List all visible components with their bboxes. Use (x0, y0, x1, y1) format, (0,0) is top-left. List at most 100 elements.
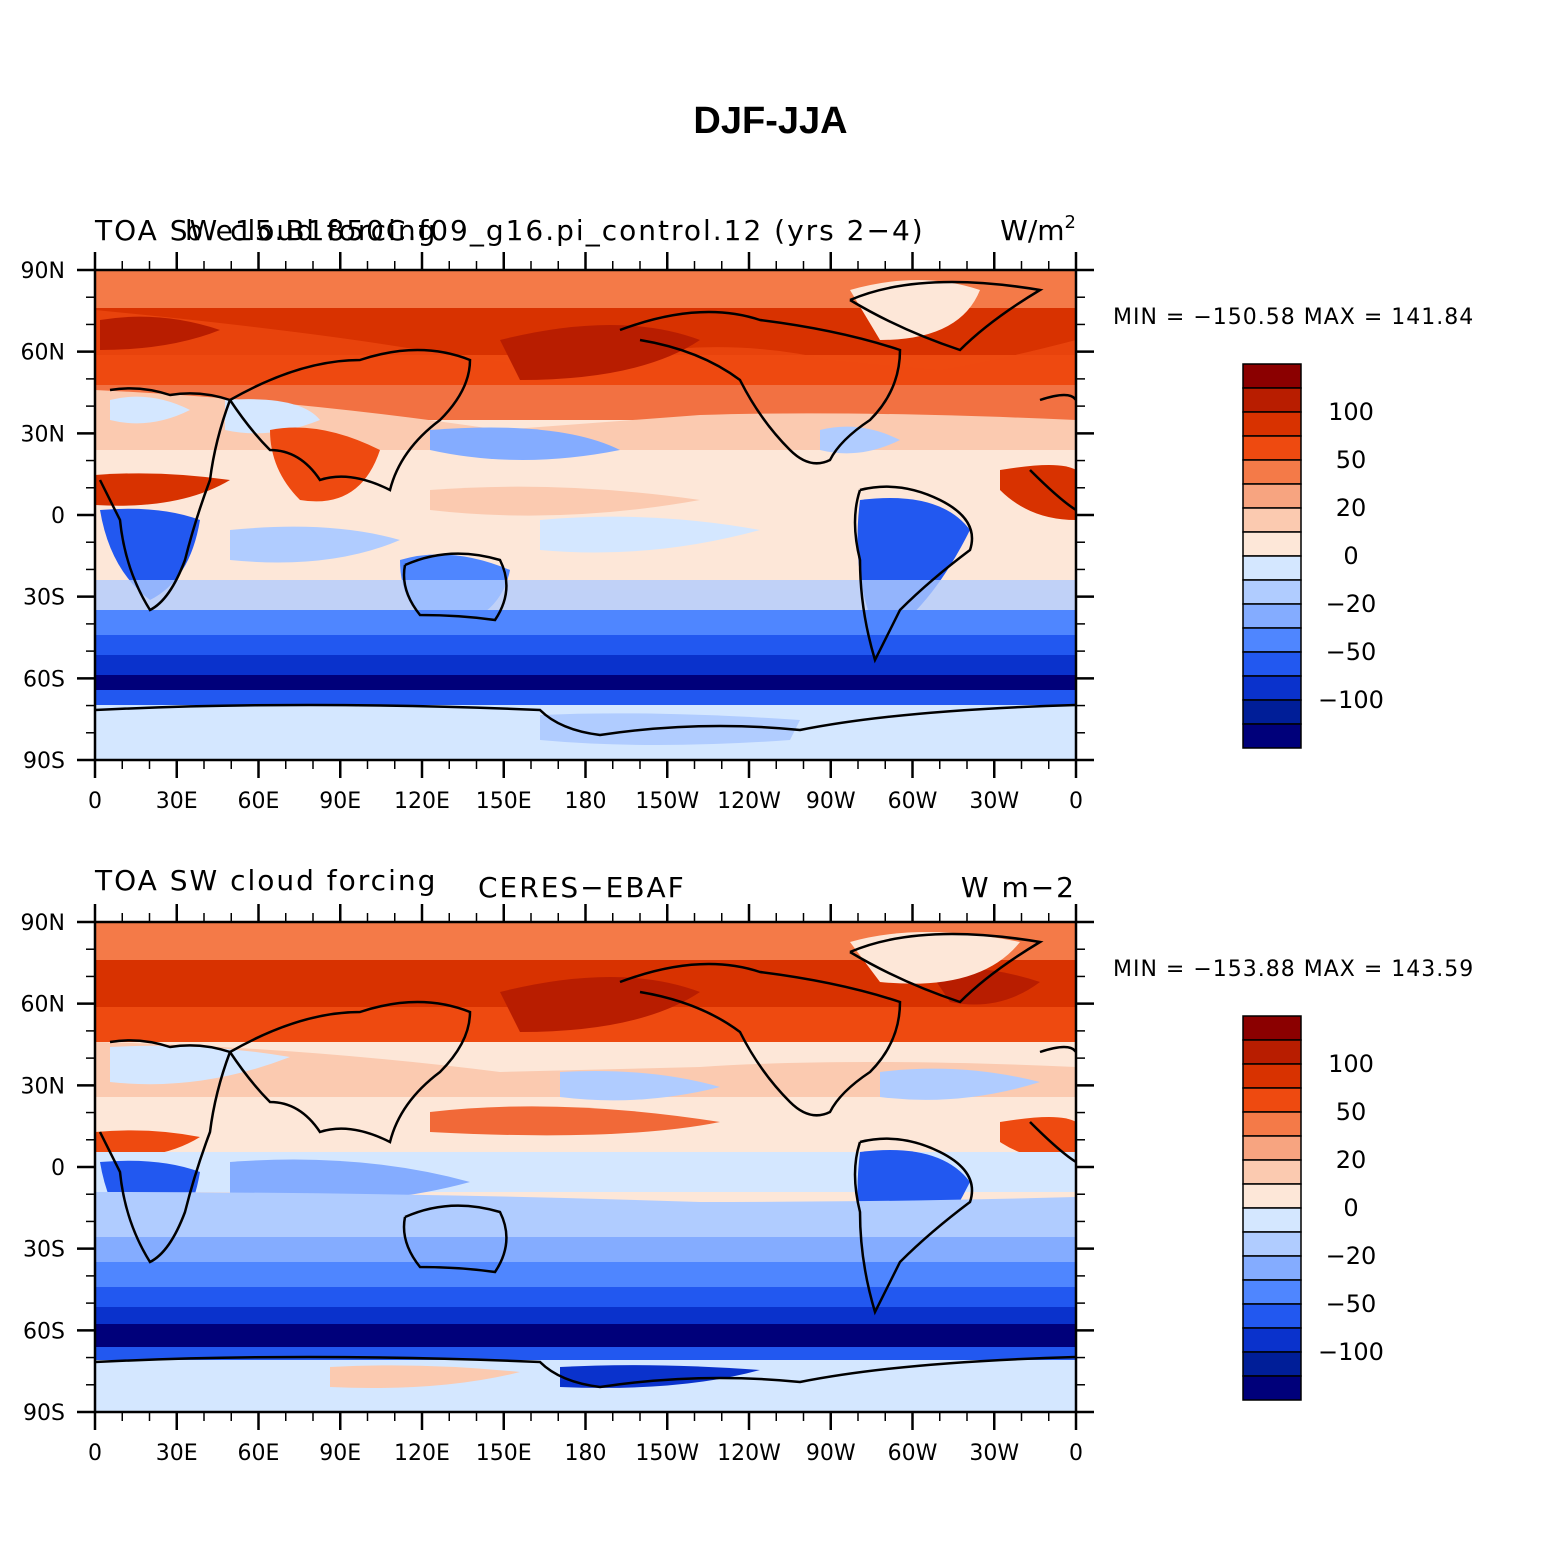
colorbar-label: 0 (1343, 1194, 1358, 1222)
panel-units-base: W/m (1000, 214, 1064, 247)
map-field (95, 922, 1076, 1412)
colorbar-label: 0 (1343, 542, 1358, 570)
colorbar-swatch (1242, 1039, 1302, 1065)
colorbar-swatch (1242, 1183, 1302, 1209)
panel-left-title: TOA SW cloud forcing (94, 864, 437, 897)
colorbar-label: 20 (1336, 494, 1367, 522)
panel-units: W/m2 (1000, 212, 1076, 247)
colorbar-swatch (1242, 1279, 1302, 1305)
latitude-axis: 90N 60N 30N 0 30S 60S 90S (21, 911, 1094, 1426)
colorbar-swatch (1242, 1087, 1302, 1113)
colorbar-swatch (1242, 1159, 1302, 1185)
colorbar-label: 100 (1328, 398, 1374, 426)
longitude-axis: 0 30E 60E 90E 120E 150E 180 150W 120W 90W 60W 30W 0 (88, 252, 1083, 814)
lat-tick-label: 90S (23, 749, 65, 774)
colorbar-label: 50 (1336, 1098, 1367, 1126)
colorbar-swatch (1242, 411, 1302, 437)
lat-tick-label: 60S (23, 1319, 65, 1344)
panel-left-title: TOA SW cloud forcing (94, 214, 437, 247)
lon-tick-label: 30E (156, 1441, 198, 1466)
lon-tick-label: 30E (156, 789, 198, 814)
colorbar-swatch (1242, 555, 1302, 581)
colorbar-swatch (1242, 1207, 1302, 1233)
coastlines (95, 932, 1076, 1389)
lon-tick-label: 150W (635, 1441, 699, 1466)
lon-tick-label: 150E (476, 789, 532, 814)
colorbar-swatch (1242, 459, 1302, 485)
lon-tick-label: 60W (888, 1441, 938, 1466)
colorbar-swatch (1242, 387, 1302, 413)
colorbar-swatch (1242, 363, 1302, 389)
lon-tick-label: 180 (565, 789, 607, 814)
lat-tick-label: 30N (21, 422, 65, 447)
colorbar-swatch (1242, 675, 1302, 701)
panel-center-title: b.e15.B1850C.f09_g16.pi_control.12 (yrs … (185, 214, 925, 247)
panel-units-base: W m−2 (961, 871, 1076, 904)
colorbar-swatch (1242, 483, 1302, 509)
colorbar-label: 50 (1336, 446, 1367, 474)
colorbar-swatch (1242, 1111, 1302, 1137)
colorbar-swatch (1242, 435, 1302, 461)
colorbar-swatch (1242, 1231, 1302, 1257)
lon-tick-label: 0 (1069, 1441, 1083, 1466)
lon-tick-label: 120W (717, 789, 781, 814)
colorbar-label: 20 (1336, 1146, 1367, 1174)
panel-units-sup: 2 (1065, 212, 1076, 233)
colorbar-swatch (1242, 1063, 1302, 1089)
lon-tick-label: 90E (319, 1441, 361, 1466)
coastlines (95, 280, 1076, 737)
map-field (95, 270, 1076, 760)
lat-tick-label: 90N (21, 911, 65, 936)
colorbar-swatch (1242, 699, 1302, 725)
colorbar-swatch (1242, 507, 1302, 533)
lon-tick-label: 60E (238, 1441, 280, 1466)
map-panel-observations: TOA SW cloud forcing CERES−EBAF W m−2 (21, 864, 1474, 1466)
lat-tick-label: 60S (23, 667, 65, 692)
colorbar-swatch (1242, 1375, 1302, 1401)
colorbar-swatch (1242, 1351, 1302, 1377)
lon-tick-label: 150E (476, 1441, 532, 1466)
stats-text: MIN = −150.58 MAX = 141.84 (1113, 305, 1474, 330)
lon-tick-label: 120E (394, 789, 450, 814)
colorbar-swatch (1242, 603, 1302, 629)
colorbar-label: −20 (1326, 590, 1377, 618)
colorbar-label: −100 (1318, 686, 1384, 714)
lat-tick-label: 30N (21, 1074, 65, 1099)
colorbar-swatch (1242, 651, 1302, 677)
lat-tick-label: 60N (21, 341, 65, 366)
colorbar-label: 100 (1328, 1050, 1374, 1078)
colorbar-swatch (1242, 723, 1302, 749)
colorbar-swatch (1242, 1015, 1302, 1041)
figure-title: DJF-JJA (693, 100, 848, 142)
lon-tick-label: 30W (969, 1441, 1019, 1466)
longitude-axis: 0 30E 60E 90E 120E 150E 180 150W 120W 90W 60W 30W 0 (88, 904, 1083, 1466)
colorbar-swatch (1242, 627, 1302, 653)
lon-tick-label: 90W (806, 789, 856, 814)
colorbar-swatch (1242, 1135, 1302, 1161)
lon-tick-label: 0 (1069, 789, 1083, 814)
colorbar-label: −20 (1326, 1242, 1377, 1270)
colorbar-swatch (1242, 579, 1302, 605)
lon-tick-label: 120E (394, 1441, 450, 1466)
lat-tick-label: 0 (51, 504, 65, 529)
lat-tick-label: 90S (23, 1401, 65, 1426)
colorbar: 100 50 20 0 −20 −50 −100 (1242, 363, 1384, 749)
lon-tick-label: 180 (565, 1441, 607, 1466)
lon-tick-label: 60W (888, 789, 938, 814)
lon-tick-label: 0 (88, 789, 102, 814)
colorbar: 100 50 20 0 −20 −50 −100 (1242, 1015, 1384, 1401)
colorbar-swatch (1242, 1303, 1302, 1329)
lat-tick-label: 0 (51, 1156, 65, 1181)
lon-tick-label: 30W (969, 789, 1019, 814)
colorbar-label: −100 (1318, 1338, 1384, 1366)
map-panel-model: TOA SW cloud forcing b.e15.B1850C.f09_g1… (21, 212, 1474, 814)
colorbar-swatch (1242, 1327, 1302, 1353)
lon-tick-label: 120W (717, 1441, 781, 1466)
lat-tick-label: 30S (23, 1238, 65, 1263)
latitude-axis: 90N 60N 30N 0 30S 60S 90S (21, 259, 1094, 774)
colorbar-label: −50 (1326, 1290, 1377, 1318)
panel-units: W m−2 (961, 871, 1076, 904)
lat-tick-label: 90N (21, 259, 65, 284)
lon-tick-label: 0 (88, 1441, 102, 1466)
lon-tick-label: 90E (319, 789, 361, 814)
